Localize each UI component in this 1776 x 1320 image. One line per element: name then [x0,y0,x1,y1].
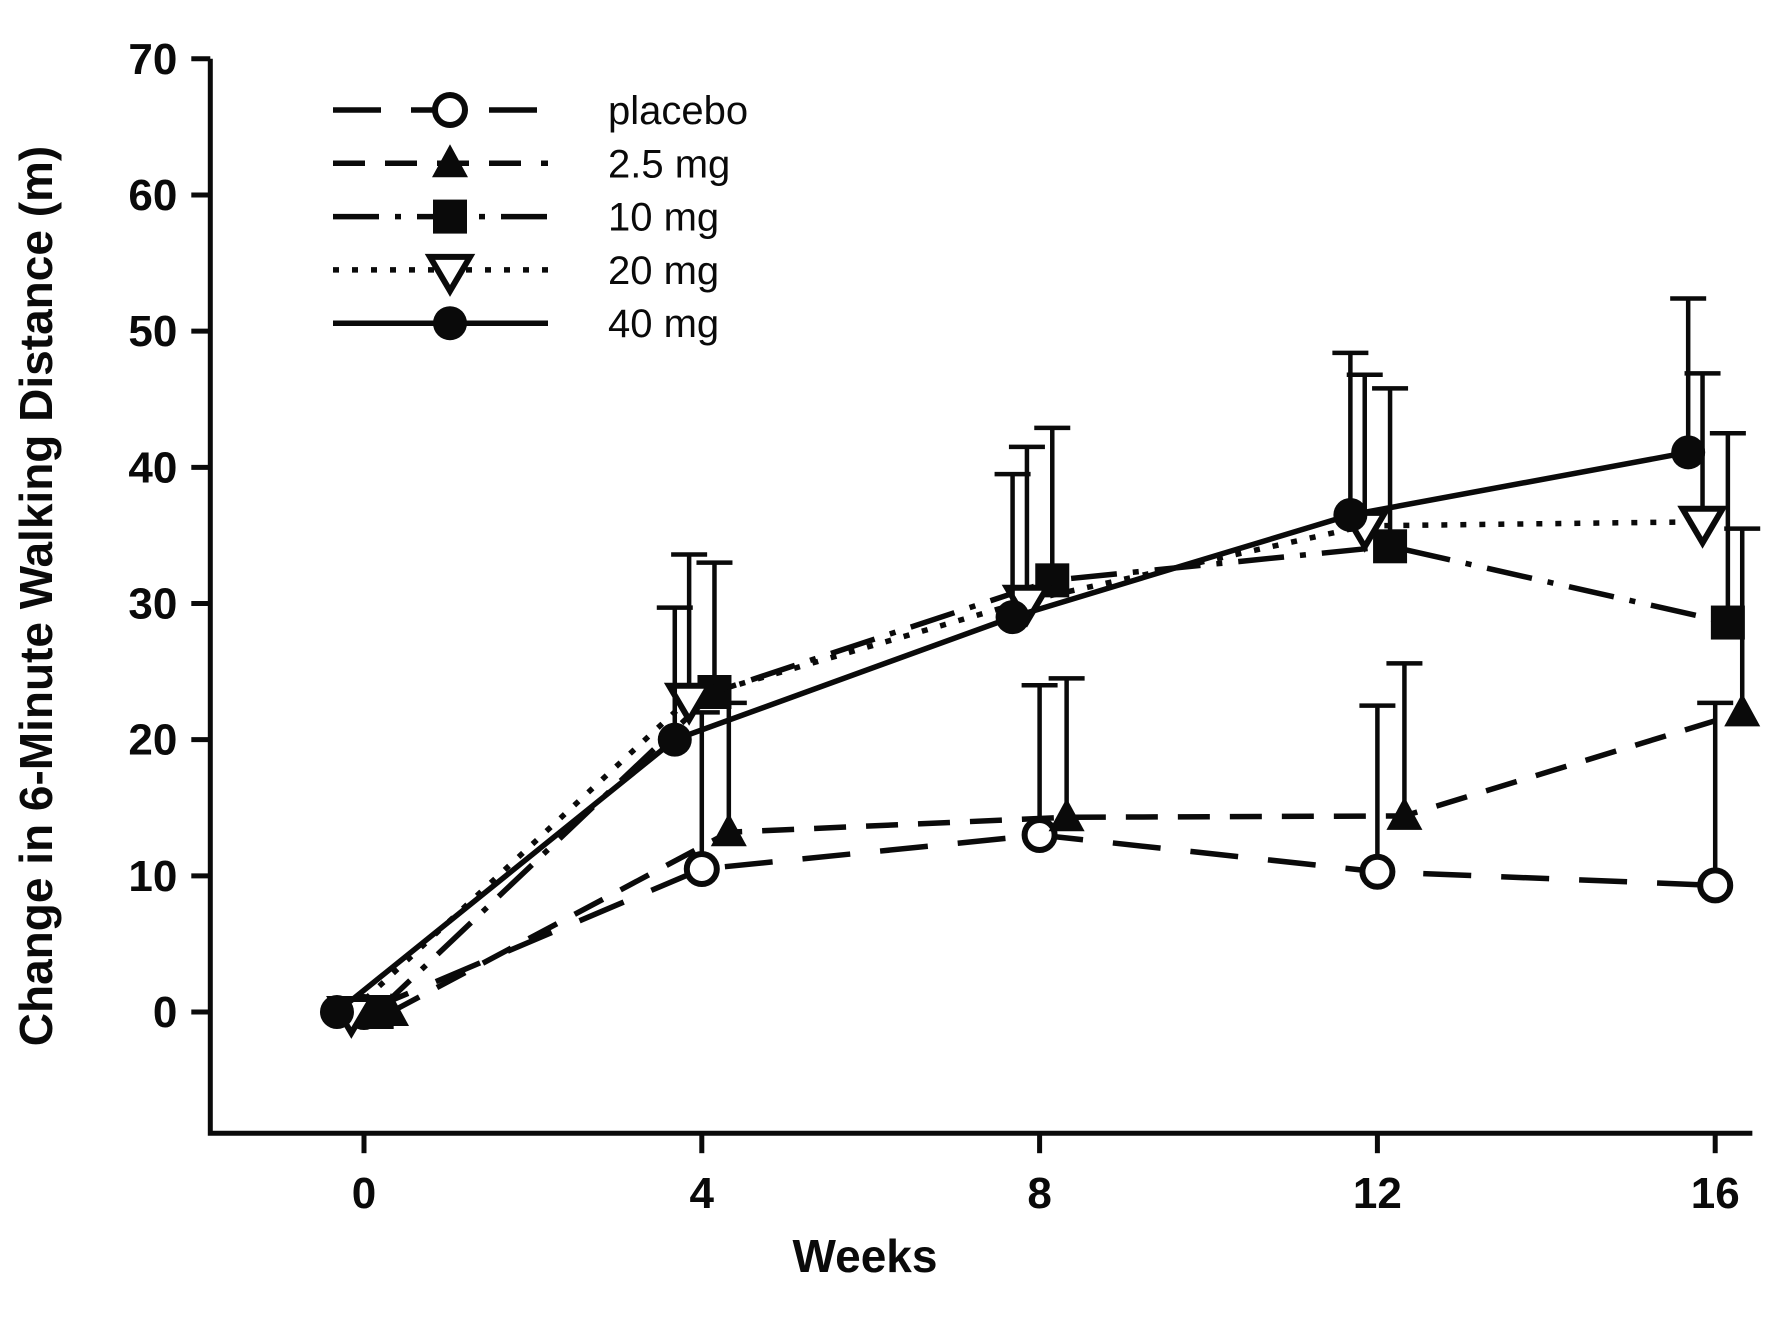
legend-marker [433,199,467,234]
data-point-marker [1021,816,1058,853]
filled-circle-marker [1333,497,1368,532]
data-point-marker [710,813,747,847]
filled-square-marker [1373,529,1408,564]
x-tick-label: 16 [1691,1169,1740,1218]
open-circle-marker [432,92,468,128]
y-tick-label: 10 [128,852,177,901]
legend: placebo 2.5 mg 10 mg 20 mg 40 mg [333,89,748,346]
axes: 0 10 20 30 40 50 60 70 0 4 8 12 16 [128,35,1753,1218]
data-point-marker [1373,529,1408,564]
data-point-marker [663,682,715,726]
legend-label: placebo [608,89,748,133]
data-point-marker [1359,853,1396,890]
open-circle-marker [1021,816,1058,853]
legend-item-40-mg: 40 mg [333,302,719,346]
series-40-mg [319,296,1707,1029]
x-tick-label: 0 [352,1169,376,1218]
open-triangle-down-marker [663,682,715,726]
legend-label: 10 mg [608,196,719,240]
open-triangle-down-marker [1677,505,1728,549]
series-placebo [346,682,1734,1030]
series-line [374,543,1729,1014]
data-point-marker [657,722,692,757]
open-circle-marker [1697,867,1734,904]
legend-label: 20 mg [608,249,719,293]
filled-square-marker [433,199,467,234]
y-tick-label: 20 [128,716,177,765]
series-line [362,832,1716,1015]
data-point-marker [1677,505,1728,549]
data-point-marker [1386,796,1423,830]
series-line [349,519,1703,1015]
legend-label: 2.5 mg [608,142,730,186]
x-tick-label: 12 [1353,1169,1402,1218]
x-axis-title: Weeks [793,1230,938,1282]
filled-triangle-up-marker [1048,798,1085,832]
legend-item-2.5-mg: 2.5 mg [333,142,730,186]
legend-item-20-mg: 20 mg [333,249,719,297]
y-axis-title: Change in 6-Minute Walking Distance (m) [10,146,62,1046]
legend-marker [433,306,467,341]
data-point-marker [683,851,720,888]
open-triangle-down-marker [424,253,476,297]
filled-triangle-up-marker [432,144,468,178]
filled-circle-marker [1671,435,1706,470]
filled-circle-marker [433,306,467,341]
data-point-marker [319,995,354,1029]
legend-marker [432,144,468,178]
y-tick-label: 30 [128,579,177,628]
data-point-marker [1697,867,1734,904]
data-point-marker [1333,497,1368,532]
data-point-marker [1671,435,1706,470]
y-tick-label: 70 [128,35,177,84]
open-circle-marker [1359,853,1396,890]
filled-circle-marker [319,995,354,1029]
y-tick-label: 60 [128,171,177,220]
plot-area: 0 10 20 30 40 50 60 70 0 4 8 12 16 placebo 2.5 mg 10 mg… [128,35,1761,1218]
x-tick-label: 8 [1027,1169,1051,1218]
filled-triangle-up-marker [1724,693,1761,727]
y-tick-label: 40 [128,443,177,492]
x-tick-label: 4 [690,1169,715,1218]
y-tick-label: 0 [153,988,177,1037]
filled-triangle-up-marker [710,813,747,847]
series-10-mg [359,386,1746,1029]
legend-label: 40 mg [608,302,719,346]
legend-item-placebo: placebo [333,89,748,133]
legend-marker [424,253,476,297]
axis-frame [207,58,1753,1136]
data-point-marker [1048,798,1085,832]
data-point-marker [1724,693,1761,727]
data-point-marker [1710,605,1745,640]
filled-triangle-up-marker [1386,796,1423,830]
legend-marker [432,92,468,128]
filled-circle-marker [995,600,1030,635]
legend-item-10-mg: 10 mg [333,196,719,240]
filled-square-marker [1710,605,1745,640]
filled-circle-marker [657,722,692,757]
y-tick-label: 50 [128,307,177,356]
data-point-marker [995,600,1030,635]
open-circle-marker [683,851,720,888]
